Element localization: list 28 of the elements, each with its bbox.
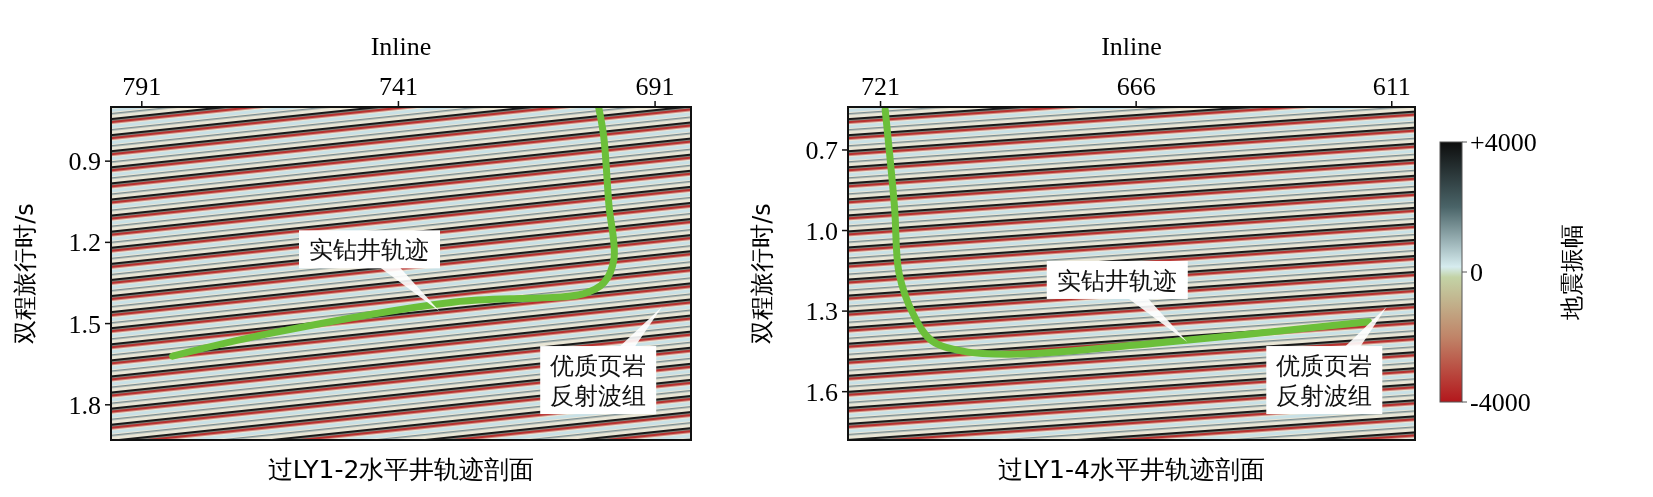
- text: +4000: [1470, 128, 1537, 158]
- text: 0: [1470, 258, 1483, 288]
- annotation: 优质页岩反射波组: [550, 352, 647, 411]
- y-tick-label: 0.9: [68, 147, 101, 177]
- x-tick-label: 741: [378, 72, 418, 101]
- text: 过LY1-4水平井轨迹剖面: [998, 455, 1265, 484]
- x-tick-label: 791: [122, 72, 162, 101]
- x-tick-label: 611: [1372, 72, 1411, 101]
- y-tick-label: 1.3: [805, 297, 838, 327]
- y-axis-title: 双程旅行时/s: [748, 203, 776, 344]
- y-axis-title: 双程旅行时/s: [11, 203, 39, 344]
- x-tick-label: 666: [1116, 72, 1156, 101]
- y-tick-label: 1.6: [805, 377, 838, 407]
- x-tick-label: 691: [635, 72, 675, 101]
- y-tick-label: 1.5: [68, 309, 101, 339]
- y-tick-label: 1.0: [805, 216, 838, 246]
- y-tick-label: 1.8: [68, 390, 101, 420]
- text: -4000: [1470, 388, 1531, 418]
- x-axis-title: Inline: [1101, 32, 1162, 61]
- y-tick-label: 1.2: [68, 228, 101, 258]
- annotation: 实钻井轨迹: [309, 236, 430, 265]
- annotation: 优质页岩反射波组: [1276, 352, 1373, 411]
- color-bar-title: 地震振幅: [1558, 224, 1586, 321]
- text: 过LY1-2水平井轨迹剖面: [267, 455, 535, 484]
- y-tick-label: 0.7: [805, 136, 838, 166]
- x-axis-title: Inline: [370, 32, 432, 61]
- annotation: 实钻井轨迹: [1057, 266, 1178, 295]
- x-tick-label: 721: [861, 72, 901, 101]
